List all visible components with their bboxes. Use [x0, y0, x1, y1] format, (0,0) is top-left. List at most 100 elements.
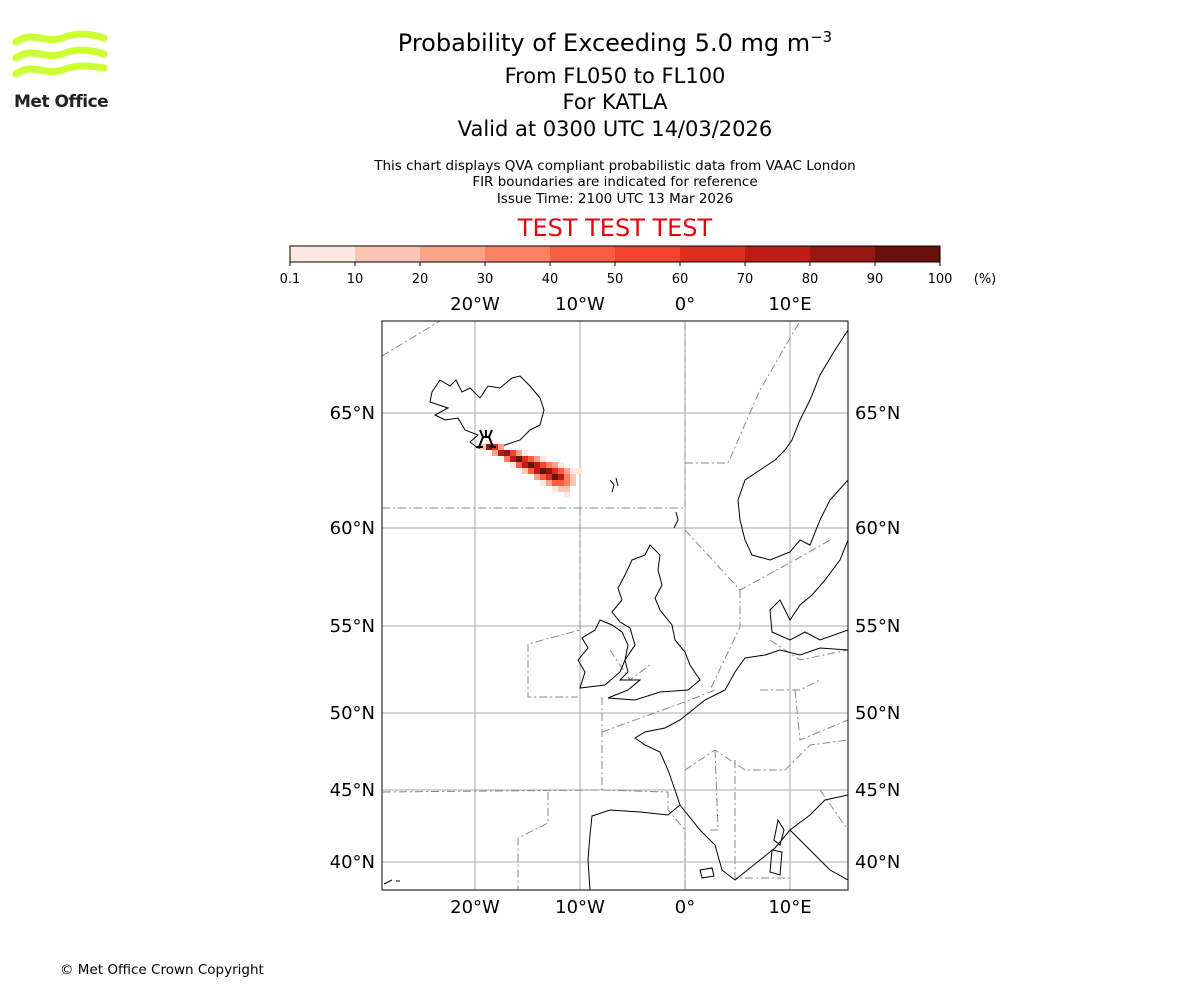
plume-cell — [522, 462, 528, 468]
colorbar-tick-label: 90 — [867, 272, 884, 287]
colorbar-swatch — [745, 246, 810, 262]
lat-label-left: 50°N — [330, 703, 375, 724]
lat-label-left: 45°N — [330, 780, 375, 801]
plume-cell — [576, 468, 582, 474]
colorbar-swatch — [680, 246, 745, 262]
plume-cell — [540, 456, 546, 462]
colorbar-tick-label: 60 — [672, 272, 689, 287]
plume-cell — [546, 480, 552, 486]
plume-cell — [552, 468, 558, 474]
plume-cell — [516, 462, 522, 468]
colorbar-tick-label: 100 — [928, 272, 953, 287]
flight-level-range: From FL050 to FL100 — [504, 64, 726, 88]
colorbar-tick-label: 80 — [802, 272, 819, 287]
colorbar-swatch — [810, 246, 875, 262]
plume-cell — [534, 456, 540, 462]
colorbar-tick-label: 10 — [347, 272, 364, 287]
plume-cell — [558, 462, 564, 468]
plume-cell — [546, 468, 552, 474]
lat-label-right: 60°N — [855, 518, 900, 539]
denmark-sweden-coast — [769, 539, 848, 641]
plume-cell — [570, 480, 576, 486]
plume-cell — [504, 450, 510, 456]
plume-cell — [558, 474, 564, 480]
map-background — [382, 321, 848, 890]
plume-cell — [570, 474, 576, 480]
plume-cell — [510, 456, 516, 462]
plume-cell — [540, 474, 546, 480]
plume-cell — [570, 468, 576, 474]
colorbar-tick-label: 40 — [542, 272, 559, 287]
lon-label-top: 20°W — [450, 294, 500, 315]
chart-title: Probability of Exceeding 5.0 mg m−3 — [397, 28, 833, 57]
lon-label-bottom: 0° — [675, 897, 695, 918]
plume-cell — [564, 474, 570, 480]
iceland-coast — [429, 375, 545, 450]
plume-cell — [534, 468, 540, 474]
colorbar-tick-label: 70 — [737, 272, 754, 287]
plume-cell — [498, 444, 504, 450]
issue-time: Issue Time: 2100 UTC 13 Mar 2026 — [496, 191, 734, 207]
map-frame — [381, 320, 849, 891]
plume-cell — [564, 468, 570, 474]
plume-cell — [522, 456, 528, 462]
continent-coast — [587, 647, 848, 890]
plume-cell — [522, 450, 528, 456]
plume-cell — [540, 480, 546, 486]
met-office-logo — [12, 30, 108, 78]
lon-label-top: 10°E — [768, 294, 811, 315]
norway-coast — [737, 329, 848, 561]
plume-cell — [522, 468, 528, 474]
lon-label-top: 10°W — [555, 294, 605, 315]
colorbar-swatch — [485, 246, 550, 262]
plume-cell — [534, 474, 540, 480]
faroe — [609, 477, 619, 493]
lat-label-right: 45°N — [855, 780, 900, 801]
colorbar-swatch — [875, 246, 940, 262]
corsica-sardinia — [769, 818, 785, 876]
test-banner: TEST TEST TEST — [517, 214, 713, 242]
plume-cell — [558, 480, 564, 486]
fir-boundaries — [382, 321, 848, 890]
copyright: © Met Office Crown Copyright — [60, 962, 264, 978]
plume-cell — [492, 450, 498, 456]
colorbar-swatch — [420, 246, 485, 262]
great-britain-coast — [607, 544, 701, 701]
colorbar-tick-label: 20 — [412, 272, 429, 287]
colorbar-tick-label: 0.1 — [280, 272, 301, 287]
azores — [383, 879, 400, 885]
plume-cell — [552, 474, 558, 480]
italy-coast — [789, 829, 848, 881]
plume-cell — [558, 468, 564, 474]
balearic — [699, 867, 715, 879]
colorbar-tick-label: 50 — [607, 272, 624, 287]
lon-label-top: 0° — [675, 294, 695, 315]
logo-text: Met Office — [14, 92, 109, 112]
coastlines — [383, 329, 848, 890]
colorbar: 0.1 10 20 30 40 50 60 70 80 90 100 (%) — [280, 245, 997, 287]
lat-label-right: 55°N — [855, 616, 900, 637]
colorbar-swatch — [550, 246, 615, 262]
colorbar-swatch — [355, 246, 420, 262]
plume-cell — [510, 450, 516, 456]
lon-label-bottom: 10°E — [768, 897, 811, 918]
plume-cell — [510, 462, 516, 468]
colorbar-unit: (%) — [974, 272, 997, 287]
map-area: 20°W 20°W 10°W 10°W 0° 0° 10°E 10°E 65°N 65°N 60°N… — [330, 294, 901, 918]
plume-cell — [564, 492, 570, 498]
plume-cell — [564, 480, 570, 486]
lat-label-left: 65°N — [330, 403, 375, 424]
plume-cell — [540, 468, 546, 474]
plume-cell — [552, 462, 558, 468]
plume-cell — [540, 462, 546, 468]
lat-label-right: 40°N — [855, 852, 900, 873]
plume-cell — [546, 474, 552, 480]
colorbar-swatch — [615, 246, 680, 262]
subtitle-fir-note: FIR boundaries are indicated for referen… — [472, 174, 758, 190]
plume-cell — [516, 456, 522, 462]
plume-cell — [558, 486, 564, 492]
ireland-coast — [577, 619, 629, 689]
lat-label-left: 55°N — [330, 616, 375, 637]
